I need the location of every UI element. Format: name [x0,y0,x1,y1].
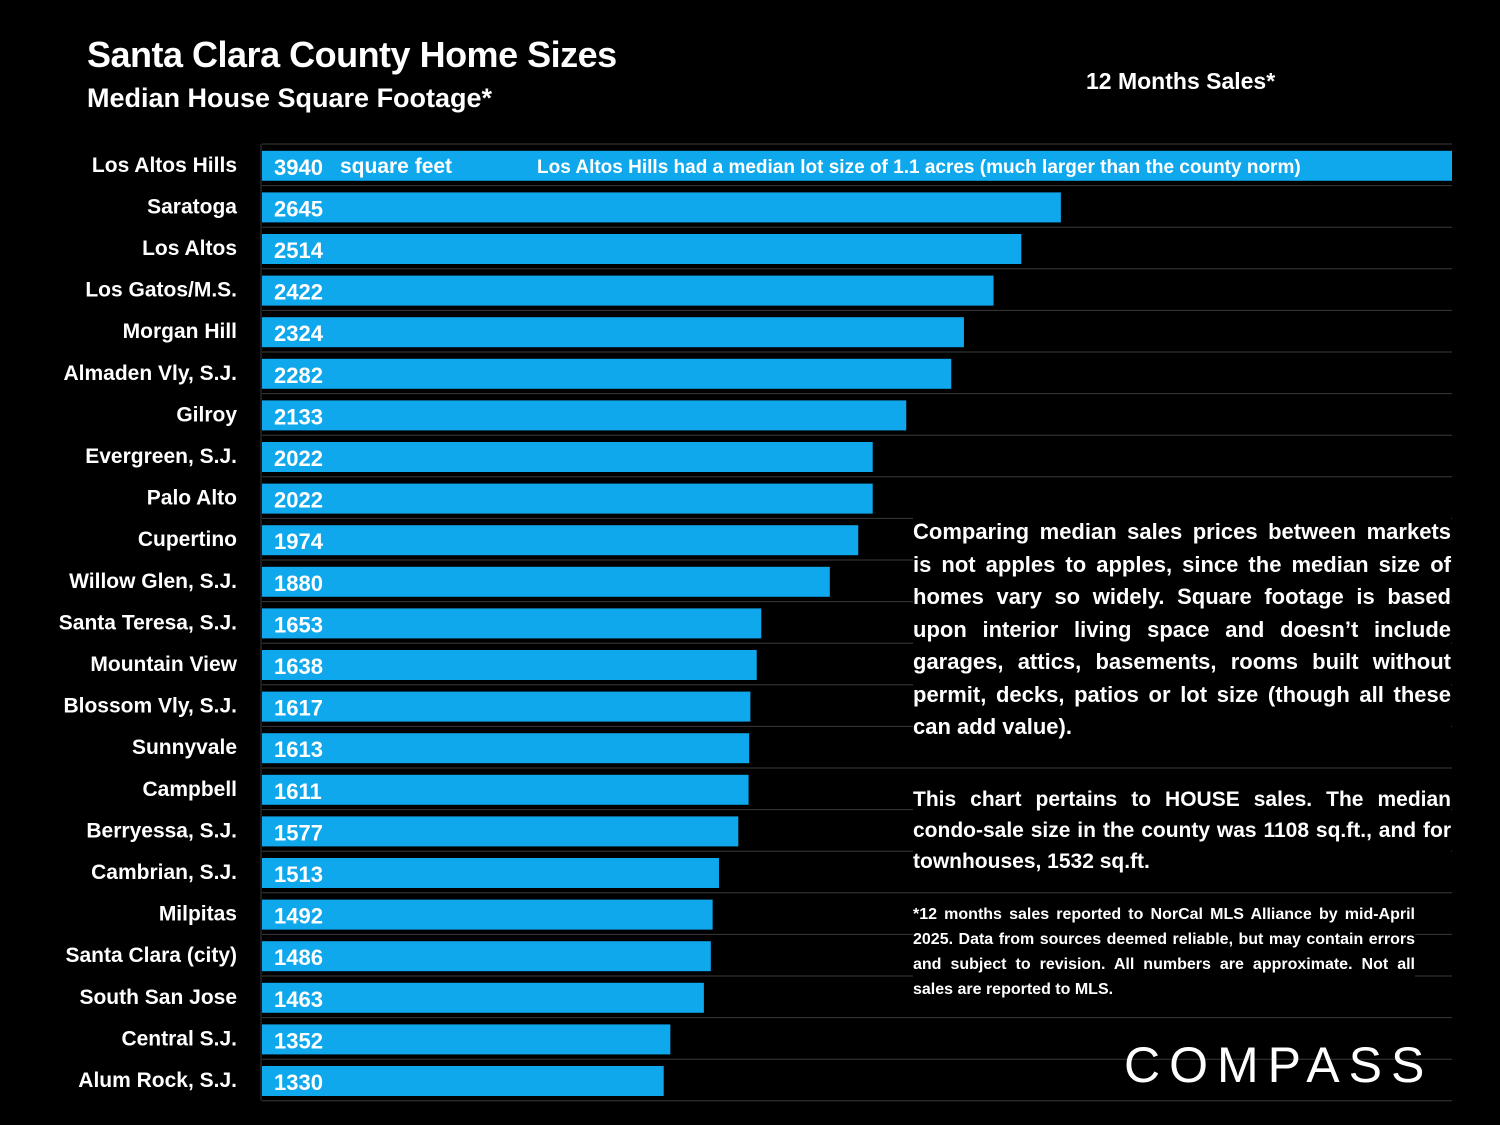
category-label: Los Altos [142,237,237,260]
bar [262,899,713,930]
bar [262,566,830,597]
category-label: Santa Teresa, S.J. [59,611,237,634]
bar [262,442,873,472]
bar [262,192,1061,223]
value-label: 2514 [274,238,324,263]
bar [262,608,762,639]
bar [262,774,749,805]
category-label: Sunnyvale [132,736,237,759]
chart-subtitle: Median House Square Footage* [87,83,493,113]
value-label: 2324 [274,321,324,346]
category-label: Cupertino [138,528,237,551]
category-label: Gilroy [176,403,237,426]
chart-title: Santa Clara County Home Sizes [87,34,617,75]
value-label: 1638 [274,654,323,679]
category-label: Campbell [142,778,237,801]
value-label: 1611 [274,779,322,804]
value-label: 2645 [274,196,323,221]
category-label: Blossom Vly, S.J. [63,695,237,718]
bar [262,358,952,389]
category-label: Saratoga [147,195,237,218]
value-label: 1613 [274,737,323,762]
value-label: 1492 [274,904,323,929]
category-label: Cambrian, S.J. [91,861,237,884]
value-label: 1974 [274,529,324,554]
value-label: 2133 [274,404,323,429]
bar [262,525,859,556]
bar [262,941,711,972]
bar [262,650,757,680]
category-label: Palo Alto [147,487,237,510]
category-label: Morgan Hill [123,320,237,343]
house-sales-note: This chart pertains to HOUSE sales. The … [913,784,1451,877]
category-label: Milpitas [159,903,237,926]
category-label: Willow Glen, S.J. [69,570,237,593]
bar [262,733,750,764]
category-label: Almaden Vly, S.J. [63,362,237,385]
value-label: 1513 [274,862,323,887]
comparison-note: Comparing median sales prices between ma… [913,516,1451,744]
value-label: 2022 [274,488,323,513]
bar [262,1024,671,1055]
bar [262,234,1022,264]
bar [262,483,873,514]
bar [262,858,719,888]
category-label: Los Gatos/M.S. [85,279,237,302]
value-label: 1352 [274,1028,323,1053]
compass-logo: COMPASS [1124,1037,1434,1093]
bar [262,816,739,847]
bar [262,275,994,306]
category-label: Berryessa, S.J. [86,819,237,842]
labels: Los Altos Hills 3940 square feet Los Altos … [59,154,1301,1095]
unit-label: square feet [340,155,452,178]
value-label: 1880 [274,571,323,596]
value-label: 3940 [274,155,323,180]
bar [262,691,751,722]
category-label: Evergreen, S.J. [85,445,237,468]
value-label: 2282 [274,363,323,388]
category-label: Mountain View [90,653,237,676]
value-label: 1617 [274,696,323,721]
bar [262,150,1452,181]
category-label: Los Altos Hills [92,154,237,177]
value-label: 1486 [274,945,323,970]
value-label: 1653 [274,612,323,637]
bar [262,317,964,348]
value-label: 2022 [274,446,323,471]
period-label: 12 Months Sales* [1086,68,1276,94]
value-label: 1330 [274,1070,323,1095]
bar-annotation: Los Altos Hills had a median lot size of… [537,157,1301,178]
value-label: 2422 [274,280,323,305]
category-label: Central S.J. [121,1027,237,1050]
category-label: Santa Clara (city) [65,944,237,967]
bar [262,982,704,1013]
value-label: 1463 [274,987,323,1012]
bar [262,400,907,431]
value-label: 1577 [274,820,323,845]
category-label: Alum Rock, S.J. [78,1069,237,1092]
footnote: *12 months sales reported to NorCal MLS … [913,902,1415,1002]
bars [262,150,1452,1096]
category-label: South San Jose [79,986,237,1009]
bar [262,1066,664,1096]
